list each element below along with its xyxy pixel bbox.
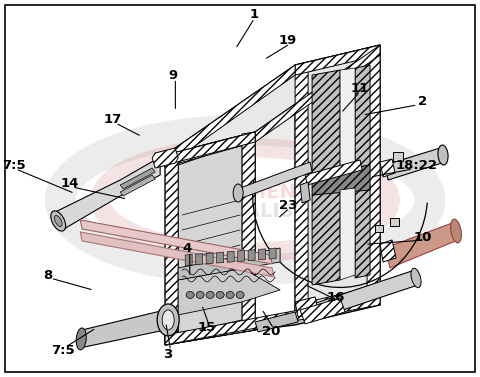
- Polygon shape: [385, 222, 458, 268]
- Ellipse shape: [233, 184, 243, 202]
- Ellipse shape: [51, 211, 66, 231]
- Ellipse shape: [216, 291, 224, 299]
- Polygon shape: [152, 148, 178, 168]
- Text: 14: 14: [60, 178, 79, 190]
- Text: 7:5: 7:5: [2, 159, 25, 172]
- Ellipse shape: [226, 291, 234, 299]
- Bar: [390, 218, 399, 226]
- Polygon shape: [305, 160, 362, 185]
- Polygon shape: [248, 250, 255, 261]
- Polygon shape: [165, 295, 380, 345]
- Text: 7:5: 7:5: [51, 344, 74, 357]
- Polygon shape: [238, 250, 245, 262]
- Text: 19: 19: [279, 34, 297, 47]
- Text: 3: 3: [164, 348, 173, 361]
- Ellipse shape: [236, 291, 244, 299]
- Polygon shape: [269, 248, 276, 259]
- Polygon shape: [227, 251, 234, 262]
- Polygon shape: [255, 45, 380, 142]
- Polygon shape: [295, 285, 380, 315]
- Text: 1: 1: [250, 8, 259, 21]
- Text: 10: 10: [413, 231, 432, 244]
- Ellipse shape: [186, 291, 194, 299]
- Polygon shape: [300, 182, 310, 203]
- Polygon shape: [295, 45, 380, 315]
- Ellipse shape: [411, 268, 421, 288]
- Polygon shape: [80, 232, 274, 277]
- Polygon shape: [80, 220, 272, 264]
- Text: 20: 20: [262, 325, 280, 338]
- Polygon shape: [340, 68, 355, 170]
- Polygon shape: [165, 132, 255, 167]
- Text: 17: 17: [104, 113, 122, 126]
- Polygon shape: [185, 254, 192, 265]
- Text: 2: 2: [418, 95, 427, 108]
- Polygon shape: [216, 252, 224, 263]
- Text: 18:22: 18:22: [396, 159, 438, 172]
- Polygon shape: [80, 310, 165, 348]
- Polygon shape: [295, 297, 318, 317]
- Polygon shape: [295, 62, 308, 315]
- Polygon shape: [165, 132, 255, 165]
- Polygon shape: [355, 185, 370, 278]
- Ellipse shape: [157, 304, 179, 336]
- Polygon shape: [178, 268, 280, 315]
- Polygon shape: [165, 152, 178, 345]
- Ellipse shape: [438, 145, 448, 165]
- Polygon shape: [385, 148, 445, 180]
- Polygon shape: [380, 159, 395, 177]
- Text: EQUIPMENT: EQUIPMENT: [180, 182, 310, 201]
- Polygon shape: [206, 253, 213, 264]
- Text: SPECIALIST: SPECIALIST: [183, 202, 308, 221]
- Polygon shape: [165, 320, 255, 345]
- Polygon shape: [340, 188, 355, 280]
- Polygon shape: [242, 132, 255, 332]
- Polygon shape: [312, 70, 340, 175]
- Text: 9: 9: [168, 69, 178, 82]
- Polygon shape: [120, 175, 155, 196]
- Polygon shape: [55, 157, 160, 230]
- Text: 23: 23: [279, 199, 297, 212]
- Polygon shape: [165, 45, 380, 155]
- Text: 11: 11: [351, 82, 369, 95]
- Polygon shape: [259, 249, 265, 260]
- Ellipse shape: [196, 291, 204, 299]
- Polygon shape: [165, 132, 255, 345]
- Ellipse shape: [54, 216, 62, 227]
- Polygon shape: [120, 168, 155, 189]
- Text: 8: 8: [44, 269, 53, 282]
- Ellipse shape: [76, 328, 86, 350]
- Polygon shape: [178, 143, 242, 335]
- Ellipse shape: [206, 291, 214, 299]
- Bar: [393, 152, 403, 161]
- Text: 15: 15: [197, 322, 216, 334]
- Ellipse shape: [162, 310, 174, 330]
- Text: 16: 16: [327, 291, 345, 304]
- Text: 4: 4: [183, 242, 192, 255]
- Polygon shape: [355, 65, 370, 168]
- Polygon shape: [310, 270, 418, 320]
- Ellipse shape: [451, 219, 461, 243]
- Polygon shape: [312, 165, 370, 195]
- Polygon shape: [295, 45, 380, 75]
- Polygon shape: [165, 295, 380, 345]
- Polygon shape: [367, 45, 380, 298]
- Polygon shape: [300, 298, 345, 324]
- Polygon shape: [255, 312, 298, 332]
- Polygon shape: [165, 65, 295, 167]
- Polygon shape: [178, 248, 280, 280]
- Bar: [375, 225, 383, 232]
- Polygon shape: [380, 240, 396, 262]
- Polygon shape: [312, 190, 340, 285]
- Polygon shape: [240, 162, 312, 198]
- Polygon shape: [196, 254, 203, 265]
